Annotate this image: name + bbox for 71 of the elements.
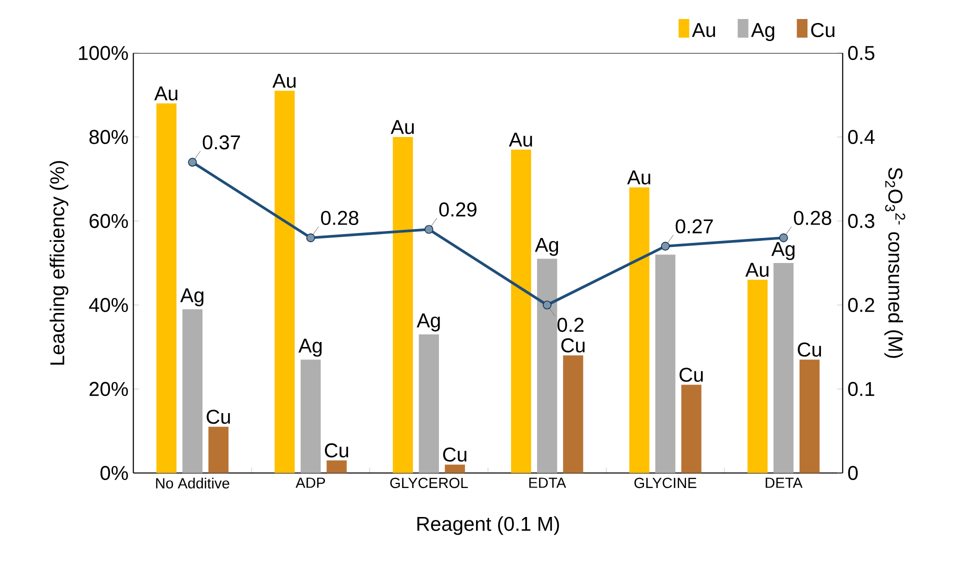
data-label: Cu	[680, 368, 703, 382]
y-tick-label: 0%	[100, 466, 128, 480]
point	[660, 242, 670, 251]
data-label: Cu	[443, 448, 466, 462]
data-label: Au	[627, 170, 650, 184]
point	[188, 158, 197, 167]
y2-tick-label: 0.1	[848, 382, 874, 396]
data-label: 0.37	[202, 135, 240, 150]
data-label: Ag	[771, 242, 794, 260]
bar	[156, 103, 176, 473]
legend-label: Cu	[811, 23, 834, 38]
bar	[774, 262, 794, 473]
bar	[444, 464, 465, 473]
x-tick-label: GLYCINE	[634, 478, 696, 488]
y2-tick-label: 0.2	[848, 298, 874, 312]
x-tick-label: No Additive	[156, 478, 230, 488]
x-tick-label: ADP	[296, 478, 325, 488]
point	[779, 233, 788, 242]
data-label: Cu	[798, 342, 822, 357]
x-tick-label: DETA	[766, 478, 803, 488]
bar	[800, 360, 820, 473]
bar	[748, 280, 768, 473]
data-label: Ag	[534, 238, 558, 256]
data-label: Ag	[416, 314, 440, 332]
data-label: 0.29	[439, 202, 476, 217]
data-label: 0.2	[557, 318, 584, 332]
point	[542, 300, 552, 310]
bar	[418, 334, 439, 473]
data-label: Au	[390, 120, 414, 134]
x-tick-label: GLYCEROL	[390, 478, 468, 488]
bar	[563, 355, 584, 473]
bar	[300, 360, 321, 473]
point	[306, 233, 316, 242]
bar	[274, 90, 295, 473]
y-axis-title: Leaching efficiency (%)	[50, 161, 68, 365]
bar	[511, 150, 532, 473]
bar	[326, 460, 347, 473]
y2-axis-title: S$_{2}$O$_{3}$$^{2-}$ consumed (M)	[884, 168, 906, 358]
bar	[537, 258, 558, 473]
bar	[182, 309, 202, 473]
data-label: Ag	[180, 288, 204, 306]
x-tick-label: EDTA	[529, 478, 566, 488]
data-label: 0.28	[794, 210, 832, 225]
bar	[681, 384, 702, 473]
data-label: Au	[745, 262, 768, 277]
legend-label: Au	[692, 23, 716, 38]
y2-tick-label: 0.4	[848, 130, 875, 144]
data-label: 0.27	[676, 219, 713, 234]
data-label: Cu	[324, 443, 348, 458]
y2-tick-label: 0.5	[848, 46, 874, 60]
legend-label: Ag	[751, 23, 774, 42]
y-tick-label: 60%	[90, 214, 128, 228]
data-label: Cu	[206, 410, 230, 424]
data-label: Cu	[561, 338, 585, 352]
point	[424, 225, 434, 234]
data-label: Au	[154, 86, 178, 100]
y-tick-label: 100%	[79, 46, 128, 60]
y-tick-label: 40%	[89, 298, 128, 312]
bar	[208, 426, 229, 473]
y2-tick-label: 0	[848, 466, 858, 480]
y-tick-label: 20%	[90, 382, 128, 396]
bar	[392, 136, 413, 473]
data-label: Ag	[298, 338, 322, 357]
bar	[655, 254, 676, 473]
y-tick-label: 80%	[89, 130, 128, 144]
data-label: Au	[272, 74, 296, 88]
data-label: 0.28	[321, 210, 358, 225]
data-label: Au	[508, 132, 532, 147]
bar	[629, 187, 650, 473]
x-axis-title: Reagent (0.1 M)	[417, 516, 559, 535]
y2-tick-label: 0.3	[848, 214, 874, 228]
